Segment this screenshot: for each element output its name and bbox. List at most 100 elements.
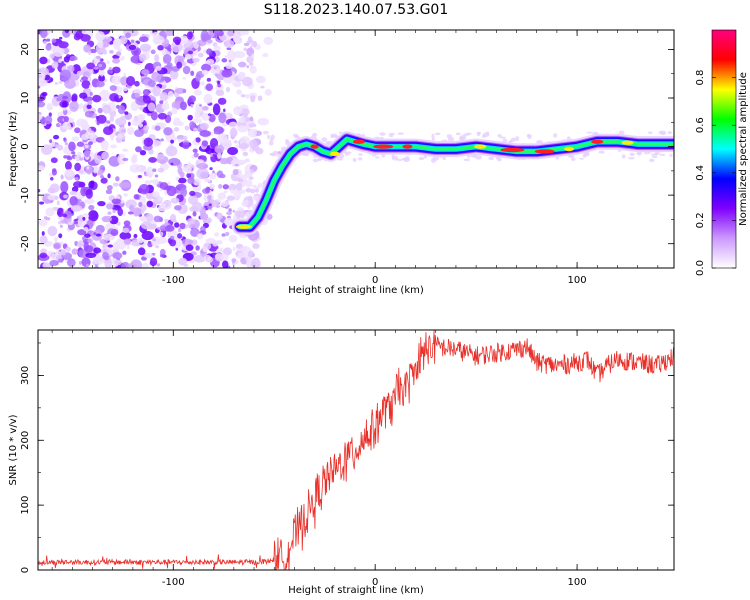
noise-speckle: [225, 86, 231, 93]
noise-speckle: [41, 91, 48, 97]
noise-speckle: [235, 144, 240, 150]
noise-speckle: [100, 175, 104, 179]
noise-speckle: [93, 232, 97, 236]
noise-speckle: [186, 218, 196, 225]
noise-speckle: [154, 125, 161, 131]
noise-speckle: [81, 119, 89, 130]
noise-speckle: [98, 63, 103, 68]
noise-speckle: [56, 207, 64, 218]
noise-speckle: [175, 247, 179, 251]
noise-speckle: [63, 194, 68, 199]
noise-speckle: [69, 101, 79, 112]
noise-speckle: [200, 80, 205, 86]
noise-speckle: [228, 234, 238, 243]
noise-speckle: [102, 104, 112, 114]
noise-speckle: [233, 50, 246, 59]
noise-speckle: [147, 80, 156, 87]
noise-speckle: [667, 131, 672, 135]
noise-speckle: [166, 135, 170, 140]
noise-speckle: [199, 212, 209, 221]
noise-speckle: [239, 142, 250, 149]
noise-speckle: [69, 55, 78, 61]
noise-speckle: [60, 249, 67, 256]
noise-speckle: [76, 151, 82, 157]
noise-speckle: [579, 157, 584, 160]
noise-speckle: [170, 139, 174, 144]
noise-speckle: [65, 246, 72, 252]
noise-speckle: [218, 183, 223, 189]
noise-speckle: [252, 129, 257, 136]
noise-speckle: [49, 260, 59, 266]
noise-speckle: [151, 71, 162, 82]
noise-speckle: [118, 181, 131, 189]
noise-speckle: [93, 247, 101, 254]
noise-speckle: [210, 152, 213, 157]
noise-speckle: [232, 32, 241, 44]
noise-speckle: [168, 157, 181, 166]
noise-speckle: [159, 100, 164, 104]
noise-speckle: [205, 83, 214, 91]
noise-speckle: [56, 200, 60, 206]
noise-speckle: [179, 222, 186, 230]
noise-speckle: [177, 233, 183, 239]
noise-speckle: [482, 132, 490, 137]
noise-speckle: [223, 39, 235, 48]
noise-speckle: [182, 239, 186, 244]
noise-speckle: [251, 257, 261, 268]
noise-speckle: [48, 112, 52, 117]
noise-speckle: [257, 183, 264, 188]
noise-speckle: [237, 61, 247, 68]
noise-speckle: [510, 137, 516, 142]
noise-speckle: [109, 85, 117, 91]
noise-speckle: [46, 103, 54, 111]
noise-speckle: [193, 89, 202, 96]
noise-speckle: [200, 30, 209, 43]
noise-speckle: [254, 186, 260, 190]
noise-speckle: [103, 126, 114, 136]
noise-speckle: [403, 157, 410, 163]
snr-x-tick-label: -100: [162, 577, 185, 588]
noise-speckle: [237, 159, 247, 165]
noise-speckle: [186, 172, 192, 179]
noise-speckle: [173, 126, 180, 132]
noise-speckle: [112, 209, 116, 214]
noise-speckle: [86, 62, 96, 70]
noise-speckle: [97, 107, 103, 114]
noise-speckle: [249, 45, 253, 49]
noise-speckle: [96, 120, 100, 126]
noise-speckle: [38, 201, 45, 205]
noise-speckle: [71, 248, 79, 255]
noise-speckle: [352, 157, 357, 163]
noise-speckle: [81, 79, 91, 89]
noise-speckle: [149, 31, 155, 36]
noise-speckle: [189, 121, 196, 129]
noise-speckle: [197, 52, 204, 58]
noise-speckle: [255, 75, 266, 84]
noise-speckle: [628, 156, 635, 160]
noise-speckle: [89, 91, 93, 96]
noise-speckle: [338, 131, 343, 134]
noise-speckle: [651, 153, 656, 156]
noise-speckle: [141, 216, 148, 223]
noise-speckle: [115, 117, 127, 127]
ridge-hotspot: [621, 140, 634, 145]
noise-speckle: [74, 162, 82, 172]
noise-speckle: [141, 221, 153, 230]
noise-speckle: [203, 93, 213, 104]
noise-speckle: [164, 218, 169, 224]
noise-speckle: [263, 36, 273, 45]
noise-speckle: [232, 209, 235, 213]
noise-speckle: [250, 188, 256, 194]
noise-speckle: [466, 132, 472, 136]
noise-speckle: [252, 40, 258, 48]
noise-speckle: [111, 198, 121, 205]
noise-speckle: [195, 73, 201, 82]
noise-speckle: [124, 111, 129, 115]
noise-speckle: [160, 203, 167, 207]
noise-speckle: [434, 132, 441, 136]
noise-speckle: [225, 62, 233, 70]
ridge-hotspot: [402, 144, 413, 149]
noise-speckle: [254, 188, 259, 193]
noise-speckle: [83, 233, 91, 238]
noise-speckle: [123, 72, 127, 77]
